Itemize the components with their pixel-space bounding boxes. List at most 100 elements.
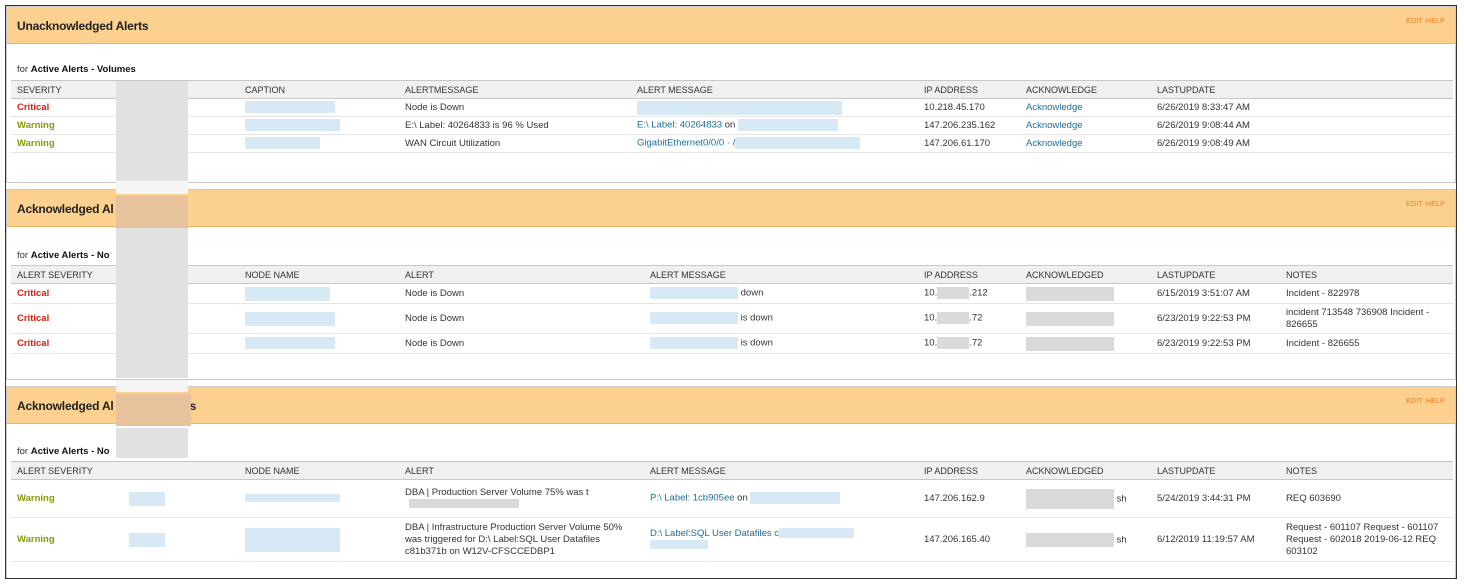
col-ip-address: IP ADDRESS: [918, 461, 1020, 480]
table-row: Warning DBA | Production Server Volume 7…: [11, 479, 1453, 518]
alert-message-cell[interactable]: GigabitEthernet0/0/0 · /: [631, 134, 918, 153]
col-acknowledged: ACKNOWLEDGED: [1020, 461, 1151, 480]
notes-cell: Request - 601107 Request - 601107 Reques…: [1280, 517, 1453, 562]
redacted-cell: [119, 517, 239, 562]
node-name-cell[interactable]: [239, 333, 399, 354]
resource-subtitle: for Active Alerts - No: [17, 446, 110, 457]
help-link[interactable]: HELP: [1425, 18, 1445, 25]
alert-cell: Node is Down: [399, 283, 644, 304]
ip-cell: 147.206.61.170: [918, 134, 1020, 153]
ip-cell: 10.218.45.170: [918, 98, 1020, 117]
redacted-caption: [245, 119, 340, 132]
acknowledged-cell: [1020, 333, 1151, 354]
redacted-message: [650, 287, 738, 300]
acknowledged-alerts-volumes-panel: Acknowledged Al s EDIT HELP for Active Ale…: [6, 386, 1456, 578]
node-name-cell[interactable]: [239, 517, 399, 562]
redacted-user: [1026, 311, 1114, 326]
alert-message-cell[interactable]: P:\ Label: 1cb905ee on: [644, 479, 918, 518]
panel-links: EDIT HELP: [1403, 18, 1445, 25]
help-link[interactable]: HELP: [1425, 398, 1445, 405]
notes-cell: REQ 603690: [1280, 479, 1453, 518]
lastupdate-cell: 6/23/2019 9:22:53 PM: [1151, 333, 1280, 354]
caption-cell[interactable]: [239, 116, 399, 135]
redacted-message: [650, 337, 738, 350]
panel-header: Acknowledged Al EDIT HELP: [7, 190, 1455, 227]
lastupdate-cell: 6/26/2019 9:08:44 AM: [1151, 116, 1453, 135]
resource-subtitle: for Active Alerts - No: [17, 250, 110, 261]
severity-label: Critical: [11, 303, 119, 334]
notes-cell: Incident - 822978: [1280, 283, 1453, 304]
redacted-message: [637, 100, 842, 115]
dashboard-frame: Unacknowledged Alerts EDIT HELP for Activ…: [5, 5, 1457, 579]
panel-header: Unacknowledged Alerts EDIT HELP: [7, 7, 1455, 44]
col-alert-message: ALERT MESSAGE: [644, 265, 918, 284]
col-acknowledged: ACKNOWLEDGED: [1020, 265, 1151, 284]
redacted-ip: [937, 337, 970, 350]
col-node-name: NODE NAME: [239, 461, 399, 480]
edit-link[interactable]: EDIT: [1406, 201, 1423, 208]
notes-cell: Incident - 826655: [1280, 333, 1453, 354]
lastupdate-cell: 6/23/2019 9:22:53 PM: [1151, 303, 1280, 334]
alert-message-cell[interactable]: D:\ Label:SQL User Datafiles c: [644, 517, 918, 562]
col-alert-severity: ALERT SEVERITY: [11, 265, 119, 284]
severity-label: Warning: [11, 517, 119, 562]
caption-cell[interactable]: [239, 134, 399, 153]
lastupdate-cell: 6/26/2019 9:08:49 AM: [1151, 134, 1453, 153]
table-row: Critical Node is Down 10.218.45.170 Ackn…: [11, 98, 1453, 117]
alert-message-cell[interactable]: [631, 98, 918, 117]
lastupdate-cell: 5/24/2019 3:44:31 PM: [1151, 479, 1280, 518]
caption-cell[interactable]: [239, 98, 399, 117]
redacted-user: [1026, 336, 1114, 351]
panel-links: EDIT HELP: [1403, 201, 1445, 208]
node-name-cell[interactable]: [239, 303, 399, 334]
ip-cell: 147.206.165.40: [918, 517, 1020, 562]
acknowledged-cell: sh: [1020, 517, 1151, 562]
redacted-node-name: [245, 493, 340, 502]
lastupdate-cell: 6/15/2019 3:51:07 AM: [1151, 283, 1280, 304]
node-name-cell[interactable]: [239, 283, 399, 304]
acknowledge-link[interactable]: Acknowledge: [1020, 116, 1151, 135]
redacted-user: [1026, 488, 1114, 509]
redacted-value: [129, 491, 165, 506]
severity-label: Critical: [11, 98, 119, 117]
ip-cell: 147.206.162.9: [918, 479, 1020, 518]
redacted-value: [129, 532, 165, 547]
alert-cell: DBA | Infrastructure Production Server V…: [399, 517, 644, 562]
redaction-block: [116, 394, 191, 426]
node-name-cell[interactable]: [239, 479, 399, 518]
ip-cell: 10. .72: [918, 303, 1020, 334]
alert-message-cell[interactable]: E:\ Label: 40264833 on: [631, 116, 918, 135]
acknowledge-link[interactable]: Acknowledge: [1020, 134, 1151, 153]
help-link[interactable]: HELP: [1425, 201, 1445, 208]
alert-cell: Node is Down: [399, 333, 644, 354]
notes-cell: incident 713548 736908 Incident - 826655: [1280, 303, 1453, 334]
edit-link[interactable]: EDIT: [1406, 398, 1423, 405]
resource-subtitle: for Active Alerts - Volumes: [17, 64, 136, 75]
redacted-node-name: [245, 286, 330, 301]
acknowledge-link[interactable]: Acknowledge: [1020, 98, 1151, 117]
redacted-user: [1026, 286, 1114, 301]
unacknowledged-alerts-panel: Unacknowledged Alerts EDIT HELP for Activ…: [6, 6, 1456, 183]
col-ip-address: IP ADDRESS: [918, 80, 1020, 99]
redaction-strip: [116, 81, 188, 181]
edit-link[interactable]: EDIT: [1406, 18, 1423, 25]
alert-cell: DBA | Production Server Volume 75% was t: [399, 479, 644, 518]
redacted-message: [779, 527, 855, 538]
redacted-node-name: [245, 527, 340, 552]
table-row: Warning E:\ Label: 40264833 is 96 % Used…: [11, 116, 1453, 135]
severity-label: Warning: [11, 134, 119, 153]
col-caption: CAPTION: [239, 80, 399, 99]
ip-cell: 147.206.235.162: [918, 116, 1020, 135]
alert-message-cell: is down: [644, 333, 918, 354]
alert-message-cell: down: [644, 283, 918, 304]
col-lastupdate: LASTUPDATE: [1151, 265, 1280, 284]
redacted-alert-text: [409, 499, 519, 509]
alert-cell: E:\ Label: 40264833 is 96 % Used: [399, 116, 631, 135]
table-row: Warning WAN Circuit Utilization GigabitE…: [11, 134, 1453, 153]
col-alertmessage: ALERTMESSAGE: [399, 80, 631, 99]
redacted-message: [735, 137, 861, 150]
table-row: Warning DBA | Infrastructure Production …: [11, 517, 1453, 562]
redacted-message: [650, 312, 738, 325]
acknowledged-cell: [1020, 283, 1151, 304]
redacted-ip: [937, 312, 970, 325]
